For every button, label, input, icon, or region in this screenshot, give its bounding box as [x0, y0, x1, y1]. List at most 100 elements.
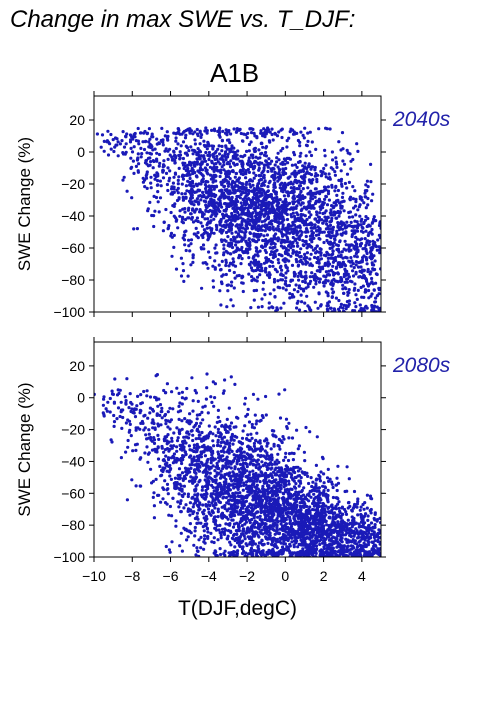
- data-point: [292, 231, 296, 235]
- data-point: [272, 176, 276, 180]
- data-point: [366, 185, 370, 189]
- data-point: [152, 421, 156, 426]
- data-point: [233, 150, 237, 155]
- data-point: [358, 275, 362, 279]
- data-point: [207, 432, 211, 436]
- data-point: [136, 394, 140, 398]
- data-point: [328, 223, 333, 227]
- data-point: [277, 158, 281, 162]
- data-point: [225, 455, 229, 459]
- data-point: [211, 497, 215, 501]
- data-point: [340, 250, 344, 254]
- data-point: [146, 416, 150, 420]
- data-point: [157, 152, 162, 157]
- data-point: [292, 295, 296, 299]
- data-point: [102, 397, 106, 401]
- data-point: [153, 209, 157, 213]
- data-point: [266, 169, 270, 174]
- data-point: [373, 259, 377, 263]
- data-point: [219, 180, 223, 184]
- data-point: [147, 140, 151, 144]
- data-point: [330, 231, 334, 235]
- data-point: [347, 180, 351, 184]
- data-point: [167, 440, 171, 444]
- data-point: [285, 212, 289, 217]
- data-point: [148, 151, 152, 155]
- data-point: [290, 278, 295, 282]
- data-point: [209, 458, 214, 462]
- data-point: [251, 156, 255, 160]
- data-point: [224, 158, 228, 162]
- data-point: [326, 224, 330, 228]
- data-point: [187, 244, 191, 248]
- data-point: [272, 277, 277, 282]
- data-point: [185, 529, 189, 533]
- data-point: [205, 482, 209, 486]
- data-point: [317, 197, 321, 201]
- data-point: [217, 133, 221, 137]
- data-point: [224, 249, 228, 253]
- data-point: [296, 230, 300, 234]
- data-point: [187, 149, 191, 153]
- data-point: [249, 162, 254, 166]
- data-point: [227, 264, 231, 268]
- data-point: [188, 130, 192, 134]
- data-point: [237, 248, 241, 252]
- data-point: [294, 253, 298, 257]
- data-point: [303, 222, 307, 226]
- data-point: [270, 132, 274, 137]
- data-point: [267, 239, 272, 243]
- data-point: [370, 305, 374, 309]
- data-point: [223, 506, 227, 511]
- data-point: [109, 147, 113, 151]
- data-point: [184, 184, 188, 188]
- data-point: [155, 398, 159, 402]
- data-point: [290, 263, 295, 267]
- data-point: [287, 181, 291, 185]
- data-point: [206, 238, 210, 242]
- data-point: [231, 156, 235, 160]
- data-point: [205, 372, 209, 376]
- data-point: [186, 467, 190, 471]
- data-point: [241, 429, 245, 433]
- data-point: [257, 219, 261, 223]
- data-point: [283, 240, 287, 244]
- data-point: [258, 249, 262, 253]
- data-point: [329, 220, 333, 224]
- data-point: [178, 157, 182, 161]
- data-point: [364, 189, 369, 193]
- data-point: [201, 243, 206, 247]
- data-point: [227, 494, 231, 498]
- data-point: [193, 209, 197, 213]
- data-point: [178, 401, 182, 405]
- data-point: [298, 224, 302, 228]
- data-point: [335, 476, 339, 480]
- data-point: [295, 165, 299, 169]
- data-point: [131, 410, 135, 415]
- data-point: [201, 213, 205, 217]
- data-point: [185, 167, 190, 172]
- data-point: [220, 156, 224, 160]
- data-point: [258, 156, 262, 160]
- data-point: [174, 524, 178, 528]
- data-point: [306, 304, 310, 308]
- data-point: [314, 147, 318, 151]
- data-point: [329, 282, 333, 286]
- data-point: [115, 417, 119, 421]
- data-point: [220, 437, 224, 441]
- data-point: [212, 444, 216, 448]
- data-point: [270, 222, 274, 226]
- data-point: [156, 457, 161, 461]
- data-point: [367, 231, 371, 235]
- data-point: [229, 530, 233, 535]
- data-point: [223, 195, 227, 199]
- data-point: [172, 154, 176, 158]
- data-point: [160, 126, 164, 130]
- data-point: [193, 142, 197, 146]
- data-point: [215, 251, 219, 255]
- data-point: [183, 217, 188, 222]
- data-point: [333, 173, 337, 177]
- data-point: [229, 375, 233, 379]
- data-point: [270, 202, 274, 206]
- data-point: [241, 289, 245, 294]
